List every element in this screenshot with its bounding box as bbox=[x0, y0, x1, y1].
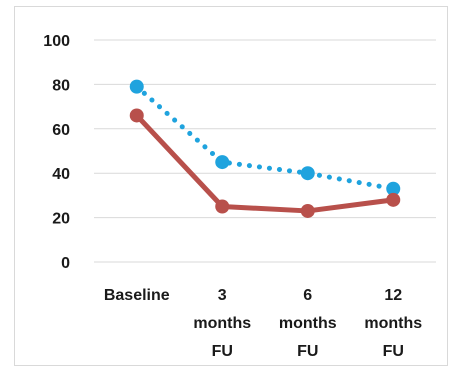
y-axis-ticks: 0 20 40 60 80 100 bbox=[43, 33, 70, 272]
y-tick-label: 20 bbox=[52, 211, 70, 228]
x-axis-ticks: Baseline 3 months FU 6 months FU 12 months FU bbox=[104, 287, 422, 360]
x-tick-label: Baseline bbox=[104, 287, 170, 304]
data-point bbox=[215, 155, 230, 170]
x-tick-label: FU bbox=[383, 343, 404, 360]
y-tick-label: 80 bbox=[52, 77, 70, 94]
x-tick-label: FU bbox=[297, 343, 318, 360]
y-tick-label: 100 bbox=[43, 33, 70, 50]
data-point bbox=[129, 108, 144, 123]
x-tick-label: months bbox=[364, 315, 422, 332]
x-tick-label: 3 bbox=[218, 287, 227, 304]
x-tick-label: FU bbox=[212, 343, 233, 360]
chart-frame bbox=[14, 6, 448, 366]
data-point bbox=[300, 203, 315, 218]
data-point bbox=[129, 79, 144, 94]
y-tick-label: 60 bbox=[52, 122, 70, 139]
data-point bbox=[386, 181, 401, 196]
y-tick-label: 0 bbox=[61, 255, 70, 272]
series-line-0 bbox=[134, 84, 396, 192]
x-tick-label: months bbox=[193, 315, 251, 332]
x-tick-label: 12 bbox=[384, 287, 402, 304]
series-line-1 bbox=[134, 112, 396, 214]
data-point bbox=[300, 166, 315, 181]
gridlines bbox=[94, 39, 436, 263]
x-tick-label: months bbox=[279, 315, 337, 332]
data-point bbox=[215, 199, 230, 214]
series bbox=[129, 79, 401, 218]
data-point bbox=[386, 192, 401, 207]
x-tick-label: 6 bbox=[303, 287, 312, 304]
y-tick-label: 40 bbox=[52, 166, 70, 183]
